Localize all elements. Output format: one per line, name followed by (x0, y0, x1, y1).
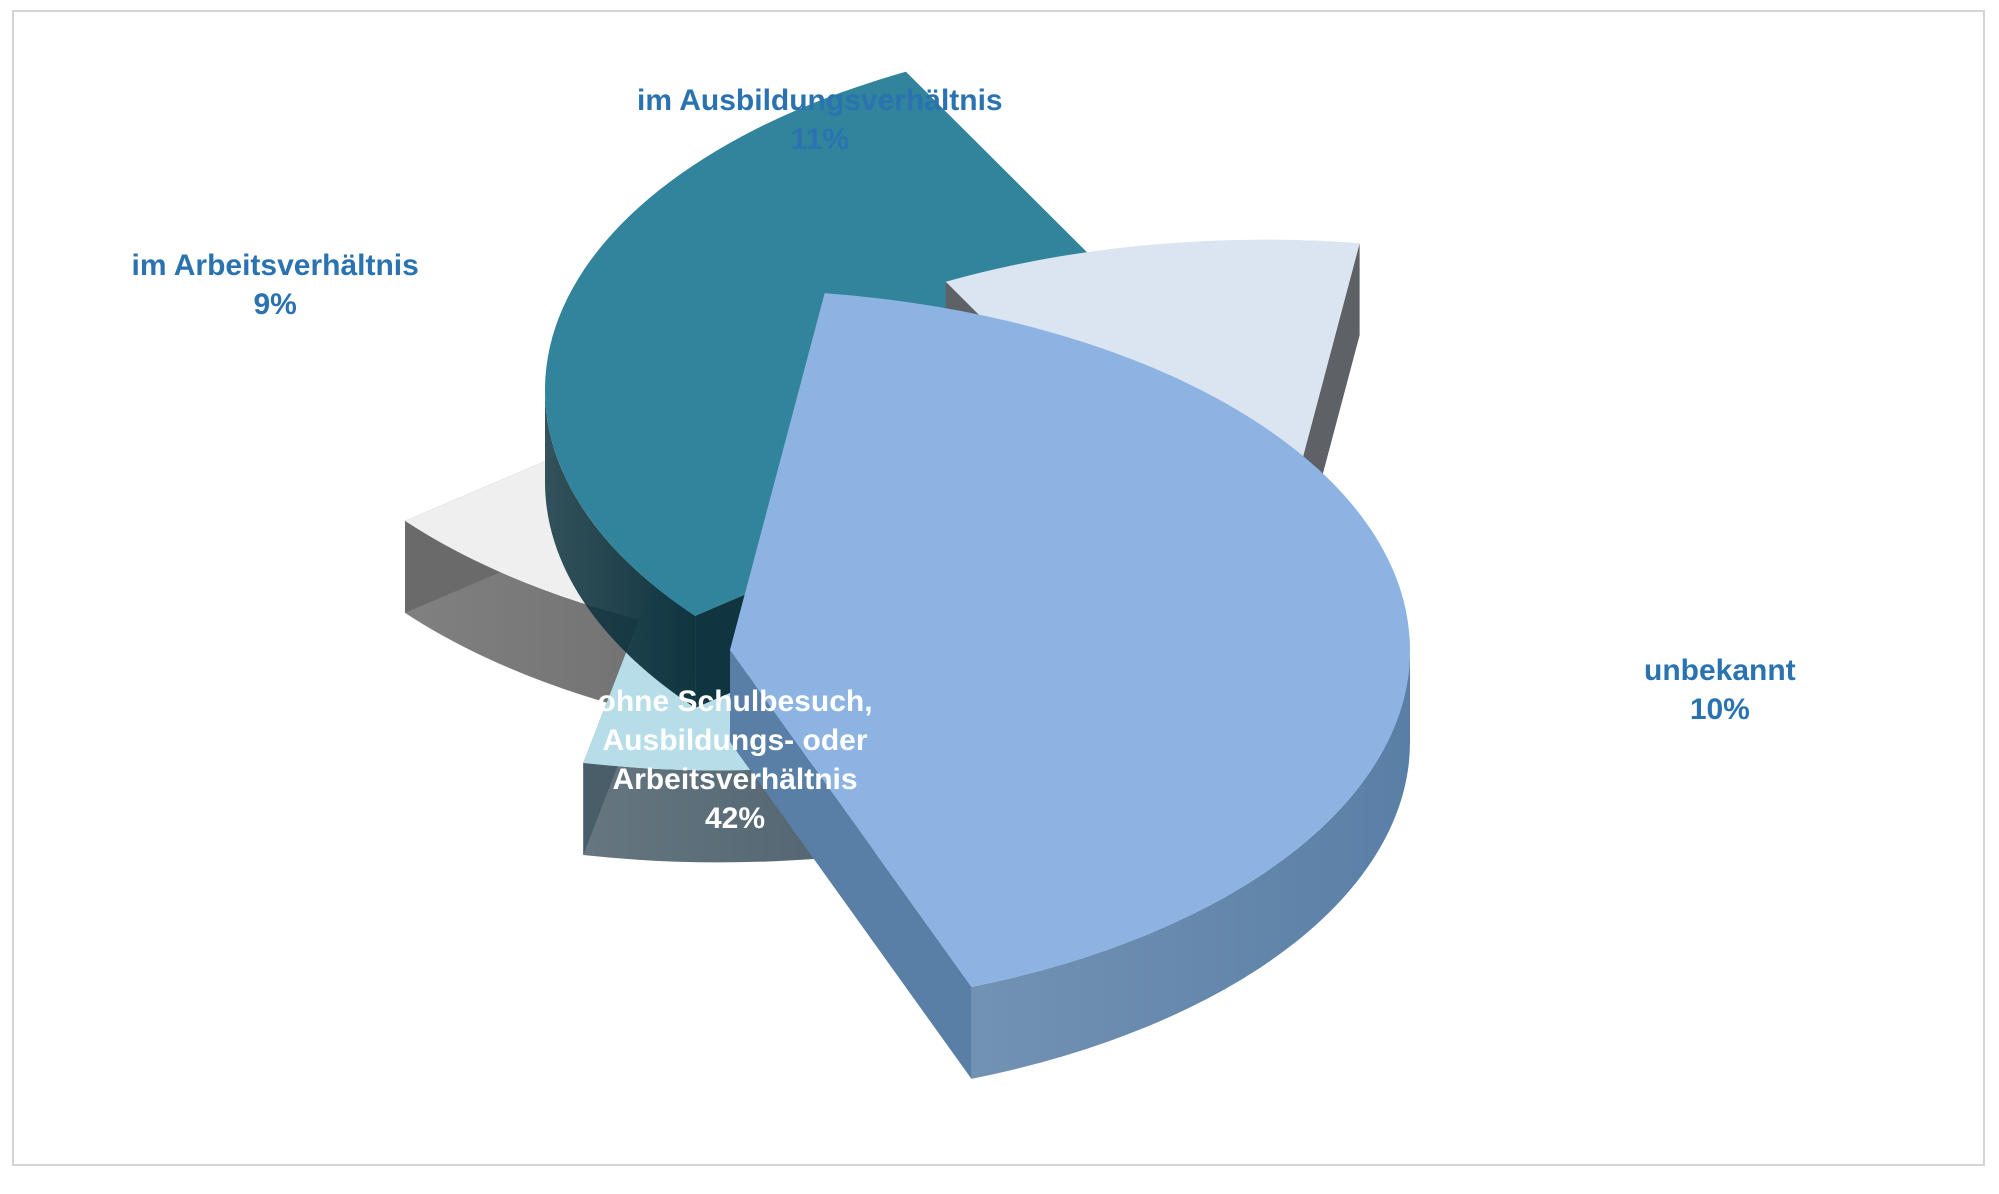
slice-value-label: 9% (253, 288, 297, 321)
pie-slice (730, 293, 1411, 1079)
slice-label: im Arbeitsverhältnis 9% (132, 246, 419, 324)
slice-label-line: im Ausbildungsverhältnis (637, 84, 1003, 117)
slice-label: unbekannt 10% (1644, 651, 1796, 729)
slice-wall (730, 650, 972, 1079)
slice-label-line: Ausbildungs- oder (602, 724, 868, 757)
slice-value-label: 10% (1689, 693, 1750, 726)
chart-frame (12, 10, 1985, 1166)
slice-rim (545, 390, 696, 708)
slice-label: im Ausbildungsverhältnis 11% (637, 81, 1003, 159)
slice-rim (971, 650, 1410, 1079)
slice-label: Schulbesuch 28% (1381, 319, 1580, 402)
slice-label-line: ohne Schulbesuch, (597, 685, 873, 718)
slice-label-line: unbekannt (1644, 654, 1796, 687)
slice-value-label: 11% (790, 123, 849, 156)
slice-value-label: 42% (705, 802, 766, 835)
slice-value-label: 28% (1448, 362, 1513, 399)
slice-top (730, 293, 1411, 987)
slice-label-line: Schulbesuch (1380, 320, 1580, 357)
slice-label-line: im Arbeitsverhältnis (131, 249, 419, 282)
slice-label-line: Arbeitsverhältnis (612, 763, 858, 796)
slice-label: ohne Schulbesuch, Ausbildungs- oder Arbeit… (598, 682, 873, 838)
